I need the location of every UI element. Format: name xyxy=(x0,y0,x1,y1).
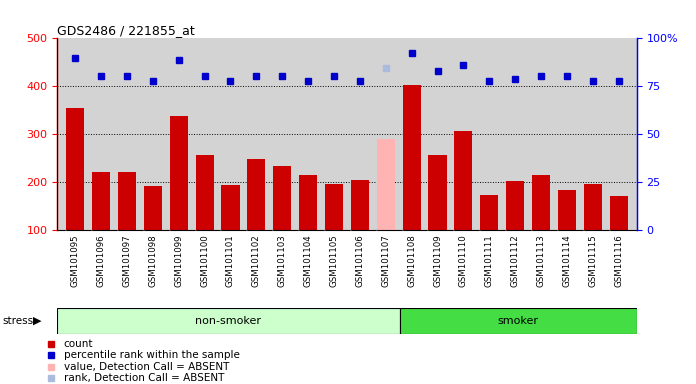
Bar xyxy=(454,131,473,230)
Bar xyxy=(558,190,576,230)
Bar xyxy=(144,186,162,230)
Text: non-smoker: non-smoker xyxy=(196,316,262,326)
Bar xyxy=(118,172,136,230)
Bar xyxy=(196,154,214,230)
Text: count: count xyxy=(64,339,93,349)
Text: GSM101111: GSM101111 xyxy=(485,234,493,287)
Text: GSM101102: GSM101102 xyxy=(252,234,261,287)
Bar xyxy=(402,85,420,230)
Text: value, Detection Call = ABSENT: value, Detection Call = ABSENT xyxy=(64,362,229,372)
Text: GSM101099: GSM101099 xyxy=(174,234,183,286)
Bar xyxy=(57,308,400,334)
Text: GSM101113: GSM101113 xyxy=(537,234,546,287)
Text: GSM101108: GSM101108 xyxy=(407,234,416,287)
Text: GSM101107: GSM101107 xyxy=(381,234,390,287)
Text: GSM101110: GSM101110 xyxy=(459,234,468,287)
Bar xyxy=(274,166,292,230)
Text: GSM101104: GSM101104 xyxy=(303,234,313,287)
Text: GSM101106: GSM101106 xyxy=(356,234,365,287)
Text: GSM101114: GSM101114 xyxy=(562,234,571,287)
Bar xyxy=(299,175,317,230)
Bar xyxy=(429,154,447,230)
Bar xyxy=(247,159,265,230)
Text: rank, Detection Call = ABSENT: rank, Detection Call = ABSENT xyxy=(64,373,224,383)
Text: GSM101101: GSM101101 xyxy=(226,234,235,287)
Text: GSM101100: GSM101100 xyxy=(200,234,209,287)
Text: GSM101105: GSM101105 xyxy=(329,234,338,287)
Text: ▶: ▶ xyxy=(33,316,42,326)
Bar xyxy=(221,185,239,230)
Text: GSM101098: GSM101098 xyxy=(148,234,157,287)
Text: GSM101095: GSM101095 xyxy=(71,234,79,287)
Bar xyxy=(92,172,110,230)
Bar xyxy=(170,116,188,230)
Text: GSM101096: GSM101096 xyxy=(97,234,106,287)
Bar xyxy=(610,196,628,230)
Bar xyxy=(480,195,498,230)
Text: GDS2486 / 221855_at: GDS2486 / 221855_at xyxy=(57,24,195,37)
Bar xyxy=(351,180,369,230)
Bar xyxy=(584,184,602,230)
Bar xyxy=(506,181,524,230)
Bar xyxy=(325,184,343,230)
Bar xyxy=(400,308,637,334)
Text: GSM101109: GSM101109 xyxy=(433,234,442,287)
Text: percentile rank within the sample: percentile rank within the sample xyxy=(64,350,239,360)
Bar xyxy=(532,175,550,230)
Text: GSM101116: GSM101116 xyxy=(615,234,623,287)
Bar xyxy=(377,139,395,230)
Text: GSM101103: GSM101103 xyxy=(278,234,287,287)
Bar xyxy=(66,108,84,230)
Text: GSM101115: GSM101115 xyxy=(588,234,597,287)
Text: GSM101097: GSM101097 xyxy=(122,234,132,287)
Text: smoker: smoker xyxy=(498,316,539,326)
Text: stress: stress xyxy=(2,316,33,326)
Text: GSM101112: GSM101112 xyxy=(511,234,520,287)
